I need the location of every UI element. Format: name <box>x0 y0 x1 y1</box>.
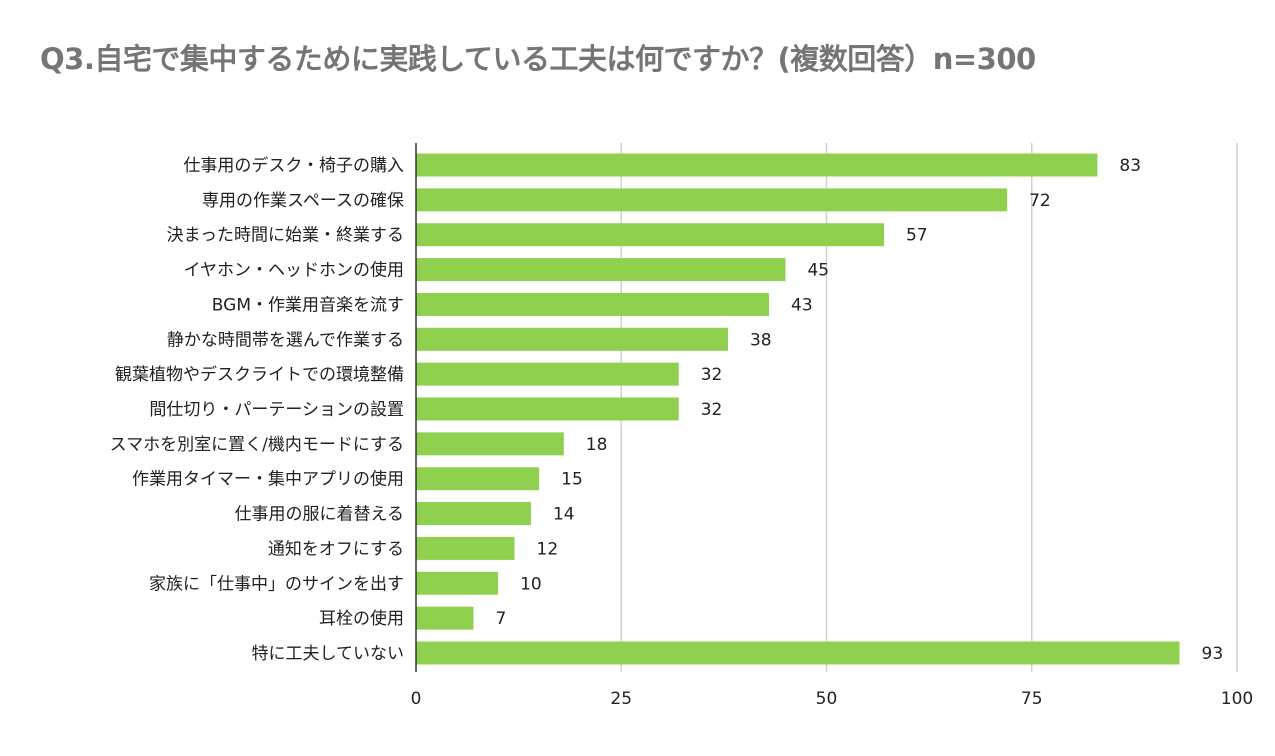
bar <box>416 432 564 456</box>
x-tick-label: 100 <box>1221 689 1253 709</box>
category-label: 間仕切り・パーテーションの設置 <box>149 400 404 420</box>
data-label: 72 <box>1029 191 1051 211</box>
category-label: イヤホン・ヘッドホンの使用 <box>184 260 405 281</box>
bar <box>416 571 499 595</box>
category-label: 専用の作業スペースの確保 <box>202 191 404 211</box>
category-label: 仕事用のデスク・椅子の購入 <box>183 155 404 176</box>
chart-title: Q3.自宅で集中するために実践している工夫は何ですか？(複数回答）n=300 <box>40 42 1036 76</box>
data-label: 57 <box>906 226 928 246</box>
bar <box>416 188 1008 212</box>
bar <box>416 362 679 386</box>
bar <box>416 292 770 316</box>
category-label: 通知をオフにする <box>268 539 404 559</box>
category-label: BGM・作業用音楽を流す <box>212 295 404 315</box>
category-label: 決まった時間に始業・終業する <box>167 226 404 246</box>
x-tick-label: 25 <box>610 689 632 709</box>
data-label: 93 <box>1202 644 1224 664</box>
data-label: 43 <box>791 295 813 315</box>
data-label: 7 <box>495 609 506 629</box>
data-label: 45 <box>807 261 829 281</box>
data-label: 32 <box>701 365 723 385</box>
data-label: 32 <box>701 400 723 420</box>
bar <box>416 536 515 560</box>
data-label: 10 <box>520 574 542 594</box>
bar <box>416 153 1098 177</box>
bar <box>416 606 474 630</box>
category-label: 仕事用の服に着替える <box>235 505 405 525</box>
bar <box>416 397 679 421</box>
bar <box>416 258 786 282</box>
bar <box>416 467 540 491</box>
data-label: 38 <box>750 330 772 350</box>
data-label: 12 <box>537 539 559 559</box>
data-label: 14 <box>553 505 575 525</box>
category-label: スマホを別室に置く/機内モードにする <box>110 435 404 455</box>
data-label: 15 <box>561 470 583 490</box>
bar <box>416 641 1180 665</box>
x-tick-label: 0 <box>411 689 422 709</box>
x-tick-label: 50 <box>816 689 838 709</box>
data-label: 83 <box>1119 156 1141 176</box>
category-label: 静かな時間帯を選んで作業する <box>167 330 404 350</box>
category-label: 家族に「仕事中」のサインを出す <box>149 574 404 594</box>
data-label: 18 <box>586 435 608 455</box>
category-label: 作業用タイマー・集中アプリの使用 <box>132 469 404 490</box>
bar <box>416 327 728 351</box>
category-label: 耳栓の使用 <box>319 608 404 629</box>
bar <box>416 502 531 526</box>
category-label: 特に工夫していない <box>252 644 405 664</box>
x-tick-label: 75 <box>1021 689 1043 709</box>
category-label: 観葉植物やデスクライトでの環境整備 <box>115 364 404 385</box>
bar <box>416 223 884 247</box>
